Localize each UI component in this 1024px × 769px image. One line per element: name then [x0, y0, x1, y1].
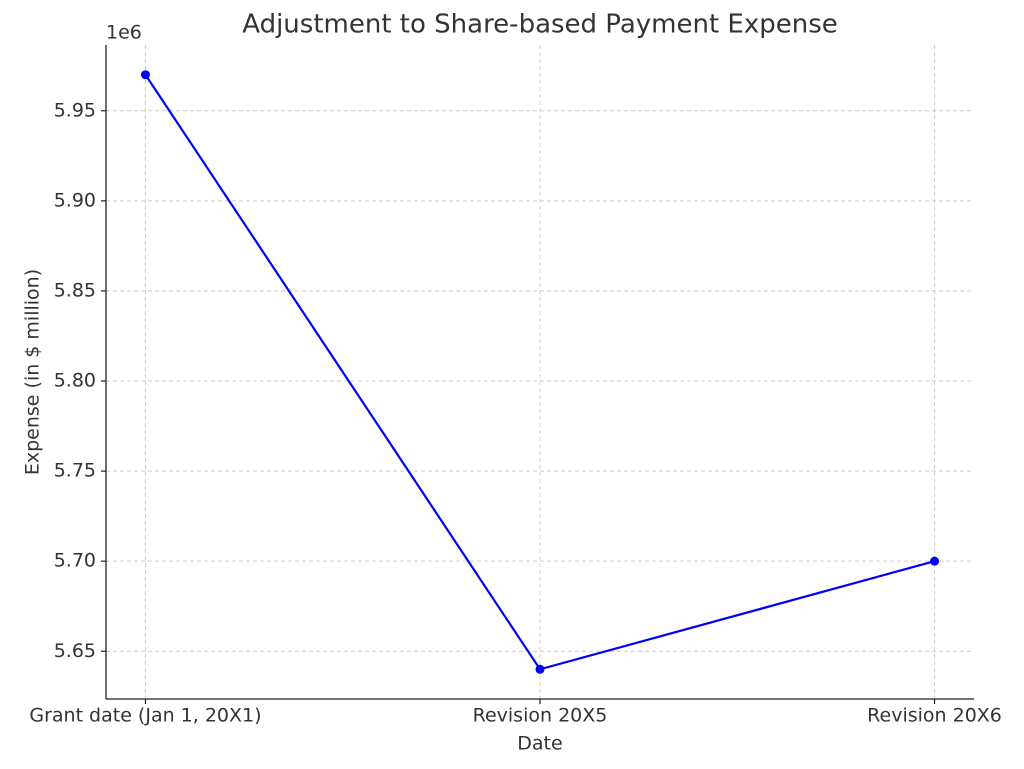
point [930, 556, 940, 566]
x-axis-label: Date [517, 733, 562, 755]
x-tick-label: Grant date (Jan 1, 20X1) [29, 705, 261, 727]
y-tick-label: 5.75 [54, 460, 96, 482]
x-tick-label: Revision 20X5 [473, 705, 608, 727]
y-tick-label: 5.70 [54, 550, 96, 572]
y-axis-label: Expense (in $ million) [22, 269, 44, 475]
y-tick-label: 5.95 [54, 99, 96, 121]
point [535, 664, 545, 674]
x-tick-label: Revision 20X6 [867, 705, 1002, 727]
y-tick-label: 5.65 [54, 640, 96, 662]
y-tick-label: 5.90 [54, 189, 96, 211]
chart-title: Adjustment to Share-based Payment Expens… [242, 10, 838, 40]
y-tick-label: 5.80 [54, 370, 96, 392]
y-offset-label: 1e6 [106, 22, 142, 44]
point [140, 70, 150, 80]
y-tick-label: 5.85 [54, 279, 96, 301]
